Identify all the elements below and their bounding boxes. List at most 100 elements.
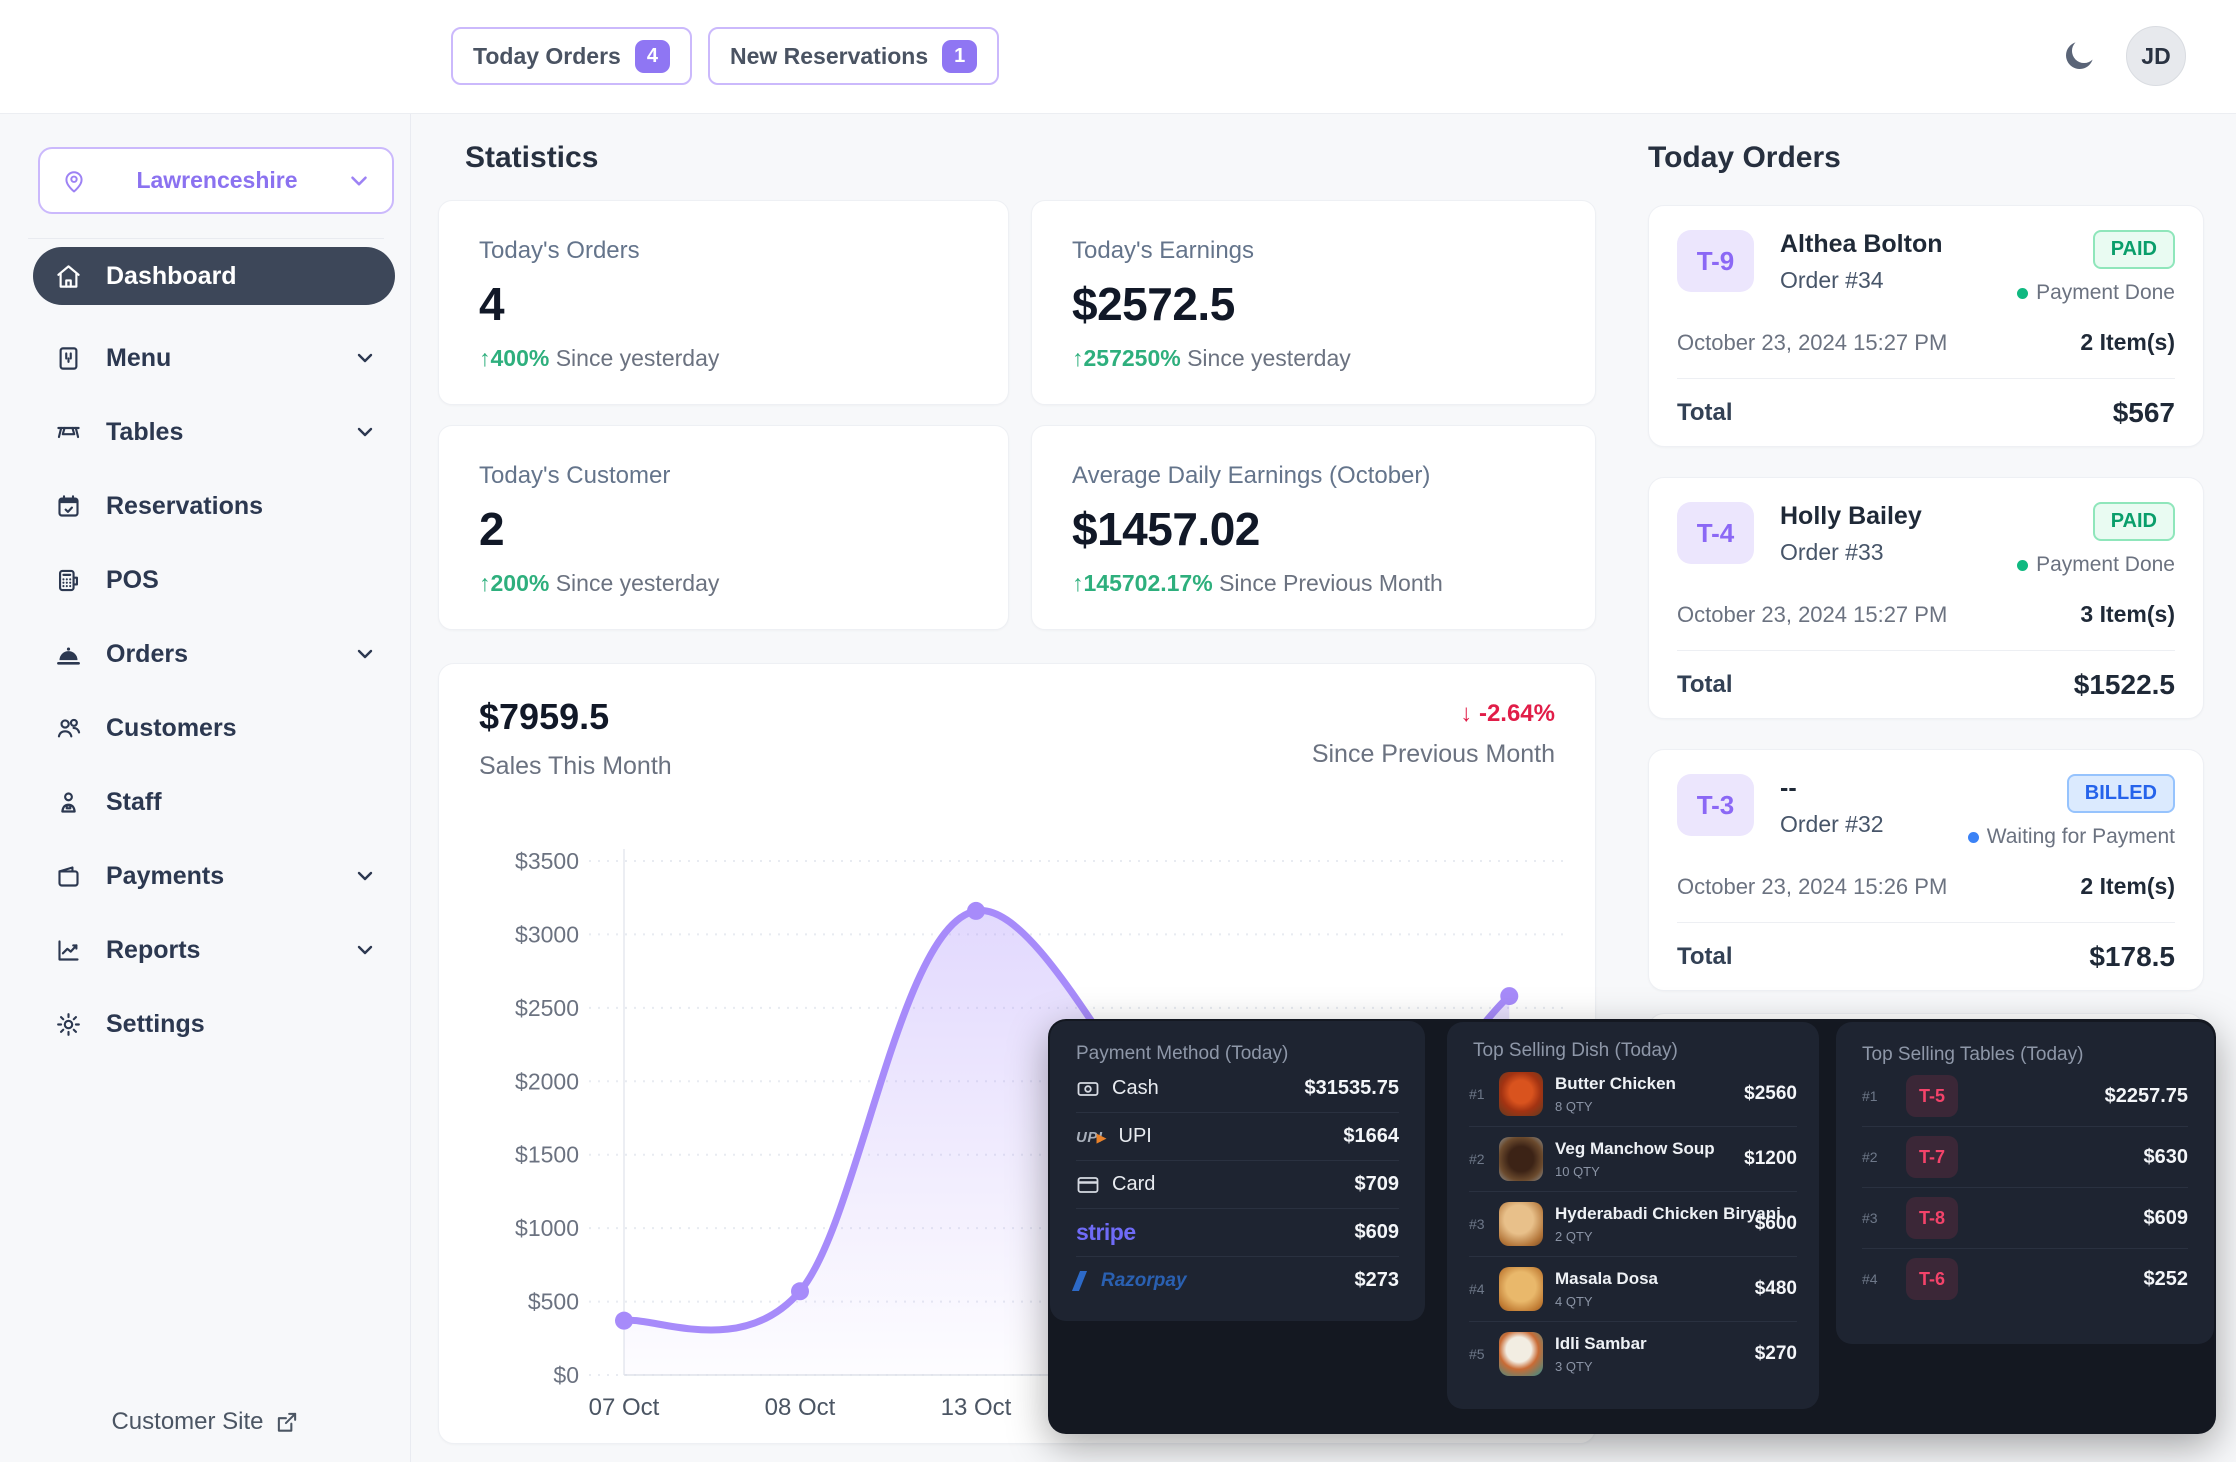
chevron-down-icon (353, 864, 377, 888)
total-amount: $1522.5 (2073, 669, 2175, 700)
payment-amount: $609 (1354, 1221, 1400, 1243)
status-badge: PAID (2092, 502, 2175, 541)
panel-title: Top Selling Tables (Today) (1862, 1044, 2084, 1065)
new-reservations-button[interactable]: New Reservations 1 (707, 27, 1000, 85)
svg-text:$500: $500 (528, 1289, 579, 1315)
sidebar-item-tables[interactable]: Tables (33, 395, 395, 469)
trend-up-icon: ↑ (1072, 570, 1084, 596)
order-card[interactable]: T-4 Holly Bailey Order #33 PAID Payment … (1648, 477, 2204, 719)
stat-title: Today's Orders (479, 237, 640, 264)
payment-row: Card $709 (1076, 1161, 1399, 1209)
upi-logo: UPI (1076, 1129, 1103, 1146)
dish-row: #5 Idli Sambar 3 QTY $270 (1469, 1322, 1797, 1386)
sidebar-item-label: Customers (106, 713, 237, 742)
svg-text:$2000: $2000 (515, 1068, 579, 1094)
sidebar-item-menu[interactable]: Menu (33, 321, 395, 395)
home-icon (55, 263, 82, 290)
avatar-initials: JD (2141, 42, 2171, 69)
divider (1677, 378, 2175, 379)
order-datetime: October 23, 2024 15:27 PM (1677, 329, 1948, 355)
table-rank: #2 (1862, 1149, 1878, 1165)
payment-method-label: Cash (1112, 1077, 1159, 1099)
stat-title: Today's Customer (479, 462, 671, 489)
svg-text:$3000: $3000 (515, 921, 579, 947)
sidebar-item-label: Menu (106, 343, 172, 372)
table-badge: T-7 (1906, 1136, 1958, 1178)
top-selling-tables-panel: Top Selling Tables (Today) #1 T-5 $2257.… (1836, 1022, 2214, 1344)
dark-mode-toggle[interactable] (2055, 32, 2103, 80)
sidebar-item-reservations[interactable]: Reservations (33, 469, 395, 543)
sidebar-item-dashboard[interactable]: Dashboard (33, 247, 395, 305)
insights-popover: Payment Method (Today) Cash $31535.75 UP… (1048, 1019, 2216, 1434)
dish-name: Idli Sambar (1555, 1334, 1647, 1353)
dish-rank: #5 (1469, 1346, 1485, 1362)
external-link-icon (274, 1409, 300, 1435)
order-number: Order #33 (1780, 539, 1884, 565)
dish-photo (1499, 1267, 1543, 1311)
payment-row: UPI▶ UPI $1664 (1076, 1113, 1399, 1161)
order-number: Order #32 (1780, 811, 1884, 837)
stat-note: Since yesterday (1187, 345, 1351, 371)
stat-title: Today's Earnings (1072, 237, 1255, 264)
stat-card-todays-orders: Today's Orders 4 ↑400% Since yesterday (438, 200, 1009, 405)
location-selector[interactable]: Lawrenceshire (38, 147, 394, 214)
dish-row: #2 Veg Manchow Soup 10 QTY $1200 (1469, 1127, 1797, 1192)
sidebar-item-settings[interactable]: Settings (33, 987, 395, 1061)
sidebar-item-customers[interactable]: Customers (33, 691, 395, 765)
panel-title: Payment Method (Today) (1076, 1043, 1289, 1064)
svg-text:$2500: $2500 (515, 995, 579, 1021)
dish-qty: 3 QTY (1555, 1359, 1593, 1374)
table-badge: T-5 (1906, 1075, 1958, 1117)
table-row: #1 T-5 $2257.75 (1862, 1066, 2188, 1127)
dish-photo (1499, 1137, 1543, 1181)
panel-title: Top Selling Dish (Today) (1473, 1040, 1678, 1061)
sidebar-item-payments[interactable]: Payments (33, 839, 395, 913)
sidebar-item-label: Payments (106, 861, 225, 890)
gear-icon (55, 1011, 82, 1038)
table-icon (55, 419, 82, 446)
customer-name: Althea Bolton (1780, 230, 1943, 258)
dish-name: Veg Manchow Soup (1555, 1139, 1715, 1158)
stat-card-todays-customer: Today's Customer 2 ↑200% Since yesterday (438, 425, 1009, 630)
order-items-count: 2 Item(s) (2080, 873, 2175, 899)
status-dot-icon (1967, 831, 1979, 843)
sidebar-item-pos[interactable]: POS (33, 543, 395, 617)
today-orders-button[interactable]: Today Orders 4 (451, 27, 692, 85)
new-reservations-button-label: New Reservations (729, 42, 929, 69)
dish-amount: $600 (1754, 1213, 1797, 1234)
sidebar-item-label: Tables (106, 417, 184, 446)
payment-row: stripe $609 (1076, 1209, 1399, 1257)
sidebar-item-staff[interactable]: Staff (33, 765, 395, 839)
status-note-text: Payment Done (2036, 281, 2175, 304)
dish-amount: $1200 (1744, 1148, 1797, 1169)
status-badge: PAID (2092, 230, 2175, 269)
topbar: Today Orders 4 New Reservations 1 JD (0, 0, 2236, 114)
stat-value: 2 (479, 503, 505, 555)
pos-terminal-icon (55, 567, 82, 594)
trend-up-icon: ↑ (479, 345, 491, 371)
payment-method-panel: Payment Method (Today) Cash $31535.75 UP… (1050, 1021, 1425, 1321)
order-card[interactable]: T-3 -- Order #32 BILLED Waiting for Paym… (1648, 749, 2204, 991)
sidebar-item-label: Dashboard (106, 261, 237, 290)
chart-line-icon (55, 937, 82, 964)
sidebar: Lawrenceshire Dashboard Menu (0, 113, 411, 1462)
calendar-check-icon (55, 493, 82, 520)
sidebar-item-reports[interactable]: Reports (33, 913, 395, 987)
today-orders-button-label: Today Orders (473, 42, 621, 69)
trend-up-icon: ↑ (1072, 345, 1084, 371)
dish-row: #3 Hyderabadi Chicken Biryani 2 QTY $600 (1469, 1192, 1797, 1257)
sidebar-item-orders[interactable]: Orders (33, 617, 395, 691)
customer-site-link[interactable]: Customer Site (0, 1408, 411, 1436)
dish-rank: #1 (1469, 1086, 1485, 1102)
sidebar-divider (28, 238, 384, 239)
trend-down-icon: ↓ (1460, 700, 1473, 727)
total-label: Total (1677, 671, 1733, 698)
table-rank: #1 (1862, 1088, 1878, 1104)
user-avatar[interactable]: JD (2126, 26, 2186, 86)
payment-row: Razorpay $273 (1071, 1257, 1399, 1304)
status-note-text: Waiting for Payment (1986, 825, 2175, 848)
dish-amount: $2560 (1744, 1083, 1797, 1104)
order-card[interactable]: T-9 Althea Bolton Order #34 PAID Payment… (1648, 205, 2204, 447)
chevron-down-icon (353, 346, 377, 370)
